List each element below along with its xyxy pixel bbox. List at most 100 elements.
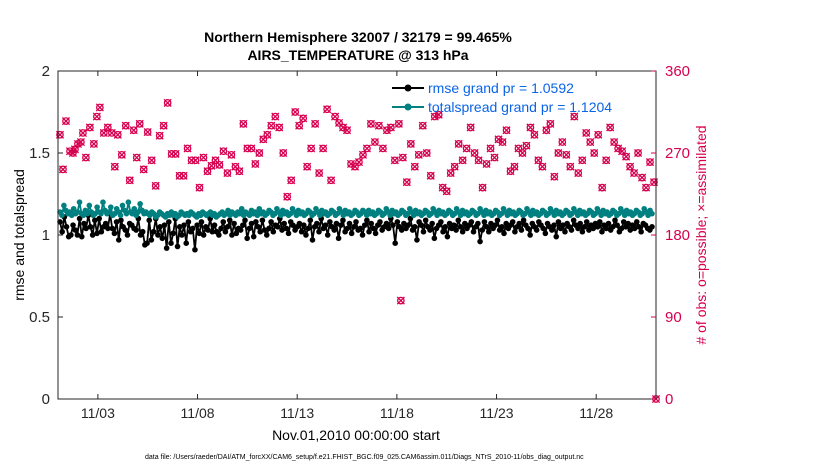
obs-count-marker	[462, 144, 471, 153]
rmse-series-point	[370, 225, 377, 232]
rmse-series-point	[366, 228, 372, 235]
rmse-series-point	[383, 220, 390, 227]
obs-count-marker	[125, 176, 134, 185]
obs-count-marker	[482, 159, 491, 168]
chart-title-line1: Northern Hemisphere 32007 / 32179 = 99.4…	[204, 29, 512, 45]
rmse-series-point	[418, 222, 425, 228]
rmse-series-point	[196, 230, 203, 237]
totalspread-series-point	[125, 199, 132, 205]
obs-count-marker	[394, 119, 403, 128]
rmse-series-point	[440, 228, 446, 235]
obs-count-marker	[275, 123, 284, 132]
rmse-series-point	[63, 224, 70, 230]
obs-count-marker	[319, 144, 328, 153]
rmse-series-point	[581, 224, 588, 230]
rmse-series-point	[633, 219, 640, 225]
obs-count-marker	[155, 131, 164, 140]
rmse-series-point	[462, 220, 468, 227]
rmse-series-point	[148, 237, 155, 243]
obs-count-marker	[498, 138, 507, 147]
rmse-series-point	[631, 225, 638, 232]
rmse-series-point	[555, 219, 562, 225]
obs-count-marker	[641, 183, 651, 192]
rmse-series-point	[612, 217, 618, 224]
rmse-series-point	[340, 217, 346, 224]
rmse-series-point	[359, 232, 366, 238]
obs-count-marker	[323, 105, 332, 114]
rmse-series-point	[372, 230, 379, 237]
rmse-series-point	[481, 219, 488, 225]
y-right-tick-label: 0	[665, 391, 673, 408]
rmse-series-point	[150, 228, 157, 235]
rmse-series-point	[229, 232, 235, 238]
rmse-series-point	[427, 227, 433, 233]
rmse-series-point	[527, 232, 533, 238]
legend: rmse grand pr = 1.0592 totalspread grand…	[392, 80, 612, 115]
obs-count-marker	[327, 176, 336, 185]
rmse-series-point	[105, 225, 111, 232]
rmse-series-point	[146, 217, 153, 224]
obs-count-marker	[398, 153, 407, 162]
rmse-series-point	[333, 220, 340, 227]
rmse-series-point	[200, 232, 207, 238]
rmse-series-point	[405, 222, 412, 228]
rmse-series-point	[420, 228, 427, 235]
obs-count-marker	[406, 139, 415, 148]
rmse-series-point	[161, 222, 168, 228]
rmse-series-point	[346, 220, 353, 227]
rmse-series-point	[636, 224, 642, 230]
obs-count-marker	[203, 167, 212, 176]
rmse-series-point	[257, 228, 264, 235]
rmse-series-point	[115, 237, 122, 243]
obs-count-marker	[606, 123, 615, 132]
totalspread-series-point	[86, 202, 93, 209]
obs-count-marker	[410, 162, 419, 171]
obs-count-marker	[634, 148, 643, 158]
rmse-series-point	[477, 238, 483, 245]
rmse-series-point	[324, 232, 331, 238]
rmse-series-point	[113, 219, 120, 225]
obs-count-marker	[502, 126, 511, 135]
rmse-series-point	[237, 227, 244, 233]
rmse-series-point	[281, 220, 287, 227]
rmse-series-point	[250, 233, 257, 240]
rmse-series-point	[274, 224, 281, 230]
obs-count-marker	[490, 153, 499, 162]
rmse-series-point	[414, 237, 420, 243]
y-right-tick-label: 180	[665, 227, 690, 244]
rmse-series-point	[94, 230, 100, 237]
rmse-series-point	[512, 228, 518, 235]
rmse-series-point	[599, 228, 605, 235]
rmse-series-point	[268, 219, 274, 225]
rmse-series-point	[442, 224, 449, 230]
rmse-series-point	[231, 220, 237, 227]
obs-count-marker	[354, 158, 364, 167]
obs-count-marker	[92, 112, 101, 121]
totalspread-series-point	[131, 205, 138, 212]
rmse-series-point	[470, 228, 477, 235]
rmse-series-point	[570, 217, 577, 224]
totalspread-series-point	[98, 210, 104, 217]
rmse-series-point	[244, 235, 250, 242]
rmse-series-point	[233, 230, 240, 237]
obs-count-marker	[645, 158, 655, 167]
obs-count-marker	[466, 123, 475, 132]
rmse-series-point	[492, 222, 499, 228]
obs-count-marker	[307, 144, 316, 153]
rmse-series-point	[78, 233, 85, 240]
obs-count-marker	[247, 144, 256, 153]
obs-count-marker	[510, 162, 519, 171]
obs-count-marker	[622, 152, 631, 161]
obs-count-marker	[342, 126, 352, 135]
rmse-series-point	[446, 220, 453, 227]
rmse-series-point	[270, 228, 277, 235]
rmse-series-point	[392, 240, 398, 246]
rmse-series-point	[551, 222, 557, 228]
obs-count-marker	[78, 128, 87, 138]
obs-count-marker	[179, 171, 188, 180]
obs-count-marker	[139, 165, 148, 174]
rmse-series-point	[192, 246, 198, 253]
rmse-series-point	[337, 222, 344, 228]
y-left-tick-label: 1	[42, 227, 50, 244]
totalspread-series-point	[117, 212, 124, 219]
